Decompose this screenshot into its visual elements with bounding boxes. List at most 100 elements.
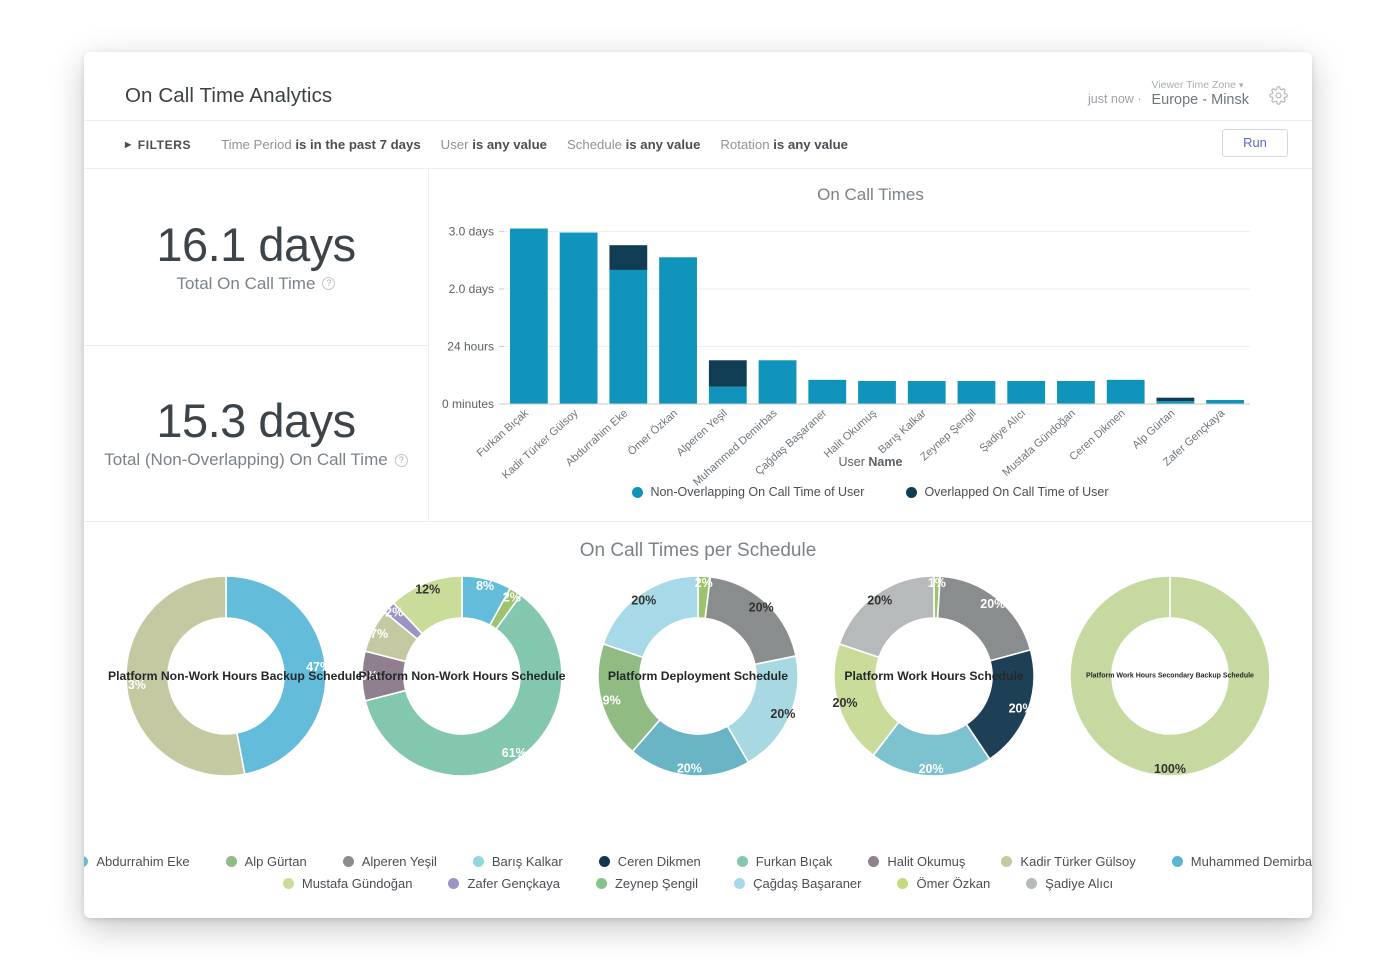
bar-chart-legend: Non-Overlapping On Call Time of User Over… bbox=[429, 485, 1312, 499]
donut-slice[interactable] bbox=[1069, 575, 1271, 777]
bar-segment[interactable] bbox=[1007, 380, 1046, 404]
bar-segment[interactable] bbox=[1156, 397, 1195, 402]
donut-svg: 2% 20% 20% 20% 19% 20% bbox=[596, 575, 799, 777]
donut-legend-item[interactable]: Ceren Dikmen bbox=[598, 854, 701, 869]
donut-slice-percent: 12% bbox=[415, 583, 440, 597]
total-non-overlapping-label-text: Total (Non-Overlapping) On Call Time bbox=[104, 450, 388, 470]
donut-legend-item[interactable]: Şadiye Alıcı bbox=[1026, 876, 1113, 891]
bar-legend-item[interactable]: Non-Overlapping On Call Time of User bbox=[632, 485, 864, 499]
donut-legend-item[interactable]: Alp Gürtan bbox=[225, 854, 307, 869]
filter-chip-name: Schedule bbox=[566, 137, 626, 152]
filter-chip[interactable]: Schedule is any value bbox=[567, 137, 700, 152]
donut-legend-item[interactable]: Barış Kalkar bbox=[472, 854, 563, 869]
bar-segment[interactable] bbox=[1057, 380, 1095, 404]
legend-color-dot bbox=[282, 878, 294, 889]
bar-segment[interactable] bbox=[559, 232, 598, 404]
x-tick-label: Barış Kalkar bbox=[876, 407, 929, 456]
donut-slice[interactable] bbox=[392, 575, 463, 635]
bar-segment[interactable] bbox=[907, 380, 946, 404]
legend-label: Muhammed Demirbas bbox=[1190, 854, 1312, 869]
legend-color-dot bbox=[868, 856, 880, 867]
bar-segment[interactable] bbox=[1156, 401, 1195, 404]
filter-chip-name: Rotation bbox=[720, 137, 774, 152]
filter-bar: ▶ FILTERS Time Period is in the past 7 d… bbox=[84, 121, 1312, 169]
bar-segment[interactable] bbox=[659, 257, 697, 404]
donut-legend-item[interactable]: Alperen Yeşil bbox=[342, 854, 437, 869]
run-button[interactable]: Run bbox=[1222, 129, 1288, 157]
bar-segment[interactable] bbox=[858, 380, 896, 404]
legend-color-dot bbox=[736, 856, 748, 867]
legend-color-dot bbox=[448, 878, 460, 889]
donut-slice[interactable] bbox=[225, 575, 327, 776]
legend-color-dot bbox=[1026, 878, 1038, 889]
filter-chip[interactable]: Rotation is any value bbox=[720, 137, 848, 152]
filters-toggle[interactable]: ▶ FILTERS bbox=[125, 138, 191, 152]
donut-slice[interactable] bbox=[125, 575, 246, 777]
last-refresh-text: just now bbox=[1087, 92, 1134, 106]
question-icon[interactable]: ? bbox=[322, 277, 336, 291]
x-tick-label: Halit Okumuş bbox=[822, 407, 879, 460]
donut-legend-item[interactable]: Zeynep Şengil bbox=[595, 876, 698, 891]
filter-chip[interactable]: User is any value bbox=[441, 137, 547, 152]
legend-label: Furkan Bıçak bbox=[755, 854, 833, 869]
dashboard-window: On Call Time Analytics just now · Viewer… bbox=[84, 52, 1312, 918]
donut-slice-percent: 1% bbox=[928, 576, 946, 590]
timezone-selector[interactable]: Viewer Time Zone ▾ Europe - Minsk bbox=[1151, 78, 1249, 108]
donut-legend-item[interactable]: Mustafa Gündoğan bbox=[282, 876, 412, 891]
x-axis-title-bold: Name bbox=[868, 455, 903, 469]
filter-chip-name: Time Period bbox=[221, 137, 296, 152]
gear-icon[interactable] bbox=[1269, 86, 1288, 110]
total-non-overlapping-value: 15.3 days bbox=[156, 394, 356, 448]
donut-slice[interactable] bbox=[704, 575, 797, 666]
donut-slice[interactable] bbox=[364, 593, 563, 777]
bar-segment[interactable] bbox=[509, 228, 548, 404]
legend-label: Kadir Türker Gülsoy bbox=[1020, 854, 1136, 869]
bar-segment[interactable] bbox=[957, 380, 996, 404]
donut-slice-percent: 7% bbox=[370, 627, 388, 641]
filter-chip[interactable]: Time Period is in the past 7 days bbox=[221, 137, 421, 152]
filter-chip-value: is in the past 7 days bbox=[295, 137, 421, 152]
donut-section-title: On Call Times per Schedule bbox=[579, 540, 817, 561]
top-row: 16.1 days Total On Call Time ? 15.3 days… bbox=[84, 169, 1312, 521]
donut-slice-percent: 100% bbox=[1154, 762, 1186, 776]
bar-segment[interactable] bbox=[609, 245, 648, 270]
donut-legend-item[interactable]: Zafer Gençkaya bbox=[448, 876, 560, 891]
bar-segment[interactable] bbox=[708, 386, 747, 404]
donut-legend-item[interactable]: Halit Okumuş bbox=[868, 854, 965, 869]
donut-legend-item[interactable]: Muhammed Demirbas bbox=[1171, 854, 1312, 869]
filters-toggle-label: FILTERS bbox=[137, 137, 192, 152]
donut-slice-percent: 20% bbox=[749, 601, 774, 615]
donut-legend-item[interactable]: Ömer Özkan bbox=[897, 876, 990, 891]
filter-chip-list: Time Period is in the past 7 days User is… bbox=[221, 137, 848, 152]
legend-label: Halit Okumuş bbox=[887, 854, 966, 869]
chevron-down-icon[interactable]: ▾ bbox=[1238, 79, 1244, 90]
bar-segment[interactable] bbox=[758, 360, 797, 404]
donut-legend-item[interactable]: Çağdaş Başaraner bbox=[734, 876, 861, 891]
bar-segment[interactable] bbox=[1206, 399, 1245, 404]
bar-segment[interactable] bbox=[808, 379, 847, 404]
donut-slice[interactable] bbox=[838, 575, 935, 659]
donut-slice-percent: 20% bbox=[919, 762, 944, 776]
legend-color-dot bbox=[632, 486, 644, 498]
y-tick-label: 0 minutes bbox=[442, 397, 494, 411]
x-axis-title-prefix: User bbox=[838, 455, 869, 469]
bar-legend-item[interactable]: Overlapped On Call Time of User bbox=[906, 485, 1109, 499]
timezone-label: Viewer Time Zone bbox=[1151, 79, 1236, 91]
donut-slice[interactable] bbox=[602, 575, 699, 659]
timezone-value: Europe - Minsk bbox=[1151, 92, 1249, 108]
donut-legend-item[interactable]: Furkan Bıçak bbox=[736, 854, 833, 869]
y-tick-label: 3.0 days bbox=[449, 224, 494, 238]
bar-segment[interactable] bbox=[708, 360, 747, 387]
donut-legend-item[interactable]: Kadir Türker Gülsoy bbox=[1001, 854, 1136, 869]
bar-segment[interactable] bbox=[609, 269, 648, 404]
donut-slice[interactable] bbox=[936, 575, 1032, 662]
question-icon[interactable]: ? bbox=[394, 453, 408, 467]
donut-legend-item[interactable]: Abdurrahim Eke bbox=[84, 854, 190, 869]
y-tick-label: 2.0 days bbox=[449, 282, 494, 296]
bar-segment[interactable] bbox=[1106, 379, 1145, 404]
donut-chart-platform-non-work-hours-schedule: 8% 2% 61% 8% 7% 2% 12% Platform Non-Work Hours … bbox=[344, 568, 580, 784]
donut-legend-row-2: Mustafa Gündoğan Zafer Gençkaya Zeynep Şen… bbox=[84, 876, 1312, 891]
filter-chip-value: is any value bbox=[625, 137, 701, 152]
